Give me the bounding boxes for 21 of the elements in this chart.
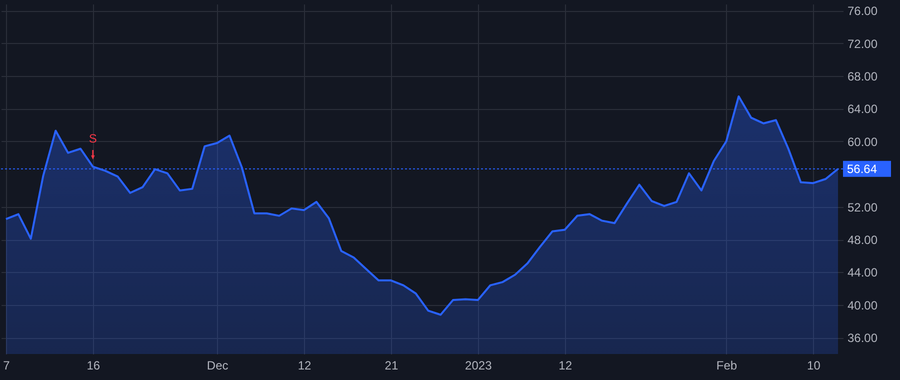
x-tick-label: 12 (298, 358, 312, 372)
x-tick-label: 12 (558, 358, 572, 372)
y-tick-label: 68.00 (848, 69, 878, 84)
ref-line-label: 56.64 (847, 162, 878, 176)
y-tick-label: 52.00 (848, 200, 878, 214)
x-tick-label: 7 (3, 358, 10, 372)
y-tick-label: 44.00 (848, 266, 878, 280)
y-tick-label: 76.00 (848, 4, 878, 18)
y-tick-label: 72.00 (848, 36, 878, 51)
x-tick-label: 2023 (465, 358, 492, 372)
y-tick-label: 40.00 (848, 298, 878, 312)
x-tick-label: Dec (206, 358, 228, 372)
y-tick-label: 36.00 (848, 331, 878, 346)
x-tick-label: 16 (86, 358, 100, 372)
x-tick-label: 10 (807, 358, 821, 372)
annotation: S (88, 132, 97, 146)
y-tick-label: 48.00 (848, 233, 878, 248)
y-tick-label: 60.00 (848, 134, 878, 149)
y-tick-label: 64.00 (848, 102, 878, 116)
x-tick-label: Feb (716, 358, 738, 372)
x-tick-label: 21 (384, 358, 398, 372)
